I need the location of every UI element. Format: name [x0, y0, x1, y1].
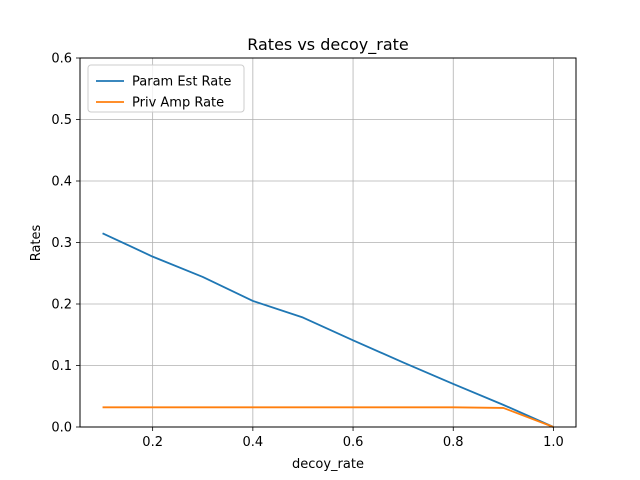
y-axis: 0.0 0.1 0.2 0.3 0.4 0.5 0.6	[51, 52, 80, 436]
x-tick-label: 0.8	[443, 435, 464, 450]
legend-label: Param Est Rate	[132, 75, 231, 90]
series-group	[102, 232, 554, 428]
grid	[80, 57, 576, 428]
x-axis: 0.2 0.4 0.6 0.8 1.0	[142, 427, 564, 450]
x-tick-label: 0.6	[343, 435, 364, 450]
y-tick-label: 0.6	[51, 52, 72, 67]
legend-box	[87, 64, 245, 113]
y-tick-label: 0.5	[51, 113, 72, 128]
y-tick-label: 0.2	[51, 298, 72, 313]
y-axis-label: Rates	[29, 224, 44, 261]
chart-title: Rates vs decoy_rate	[247, 35, 409, 55]
y-tick-label: 0.1	[51, 359, 72, 374]
y-tick-label: 0.3	[51, 236, 72, 251]
x-tick-label: 0.2	[142, 435, 163, 450]
x-tick-label: 1.0	[543, 435, 564, 450]
x-axis-label: decoy_rate	[292, 457, 364, 472]
y-tick-label: 0.0	[51, 421, 72, 436]
legend: Param Est Rate Priv Amp Rate	[87, 64, 245, 113]
series-line-2	[102, 406, 554, 428]
x-tick-label: 0.4	[243, 435, 264, 450]
series-line-1	[102, 232, 554, 428]
y-tick-label: 0.4	[51, 175, 72, 190]
legend-label: Priv Amp Rate	[132, 96, 224, 111]
